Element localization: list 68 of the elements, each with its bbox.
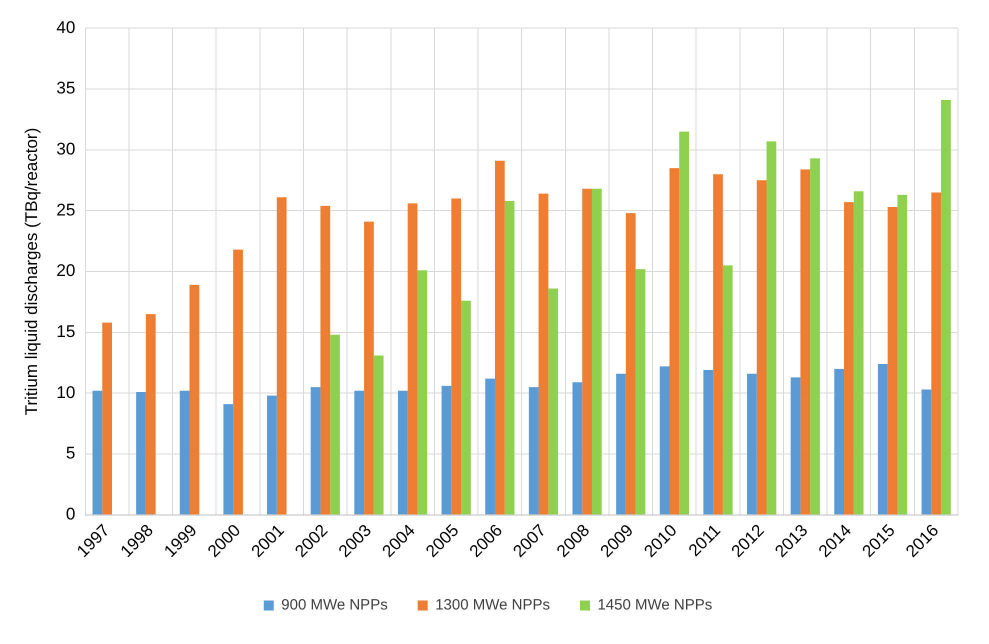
bar bbox=[504, 200, 514, 514]
bar bbox=[485, 378, 495, 514]
bar bbox=[670, 168, 680, 514]
bar bbox=[180, 390, 190, 514]
bar bbox=[713, 174, 723, 514]
legend-label: 1450 MWe NPPs bbox=[597, 596, 712, 614]
bar bbox=[722, 265, 733, 514]
y-tick-label: 25 bbox=[56, 200, 76, 220]
bar bbox=[766, 141, 776, 514]
legend-label: 900 MWe NPPs bbox=[281, 596, 388, 614]
bar bbox=[636, 269, 646, 514]
bar bbox=[538, 194, 548, 514]
bar bbox=[528, 387, 539, 514]
y-tick-label: 0 bbox=[66, 504, 76, 524]
bar bbox=[146, 314, 156, 514]
bar bbox=[102, 322, 112, 514]
bar bbox=[834, 368, 844, 514]
bar bbox=[330, 334, 340, 514]
bar bbox=[310, 387, 320, 514]
bar bbox=[616, 374, 626, 514]
bar bbox=[800, 169, 810, 514]
y-tick-label: 35 bbox=[56, 78, 76, 98]
bar bbox=[267, 396, 277, 514]
bar bbox=[747, 374, 757, 514]
bar bbox=[408, 203, 418, 514]
bar bbox=[854, 191, 864, 514]
bar bbox=[679, 132, 689, 514]
bar bbox=[451, 198, 462, 514]
bar bbox=[844, 202, 854, 514]
bar bbox=[374, 355, 384, 514]
bar bbox=[582, 188, 592, 514]
bar bbox=[136, 392, 146, 514]
bar bbox=[398, 390, 408, 514]
bar bbox=[494, 160, 505, 514]
bar bbox=[548, 288, 558, 514]
bar bbox=[810, 158, 820, 514]
bar bbox=[626, 213, 636, 514]
y-axis-title: Tritium liquid discharges (TBq/reactor) bbox=[22, 128, 41, 416]
bar bbox=[92, 390, 102, 514]
bar bbox=[922, 390, 932, 514]
bar bbox=[233, 250, 243, 514]
y-tick-label: 15 bbox=[56, 322, 76, 342]
bar bbox=[223, 404, 234, 514]
bar bbox=[417, 270, 428, 514]
y-tick-label: 30 bbox=[56, 140, 76, 159]
bar bbox=[878, 364, 888, 514]
bar bbox=[931, 192, 942, 514]
bar bbox=[354, 390, 364, 514]
bar bbox=[592, 188, 602, 514]
bar bbox=[461, 300, 471, 514]
bar bbox=[897, 194, 908, 514]
legend-label: 1300 MWe NPPs bbox=[435, 596, 550, 614]
y-tick-label: 10 bbox=[56, 382, 76, 402]
bar bbox=[703, 370, 714, 514]
bar bbox=[790, 377, 800, 514]
y-tick-label: 5 bbox=[66, 444, 76, 463]
bar bbox=[320, 206, 330, 514]
bar bbox=[190, 284, 200, 514]
bar bbox=[756, 180, 767, 514]
y-tick-label: 40 bbox=[56, 18, 76, 37]
bar bbox=[572, 382, 582, 514]
bar bbox=[276, 197, 287, 514]
bar bbox=[660, 366, 670, 514]
bar bbox=[888, 207, 898, 514]
bar bbox=[442, 386, 452, 514]
bar bbox=[364, 222, 374, 514]
y-tick-label: 20 bbox=[56, 261, 76, 280]
bar bbox=[941, 100, 951, 514]
